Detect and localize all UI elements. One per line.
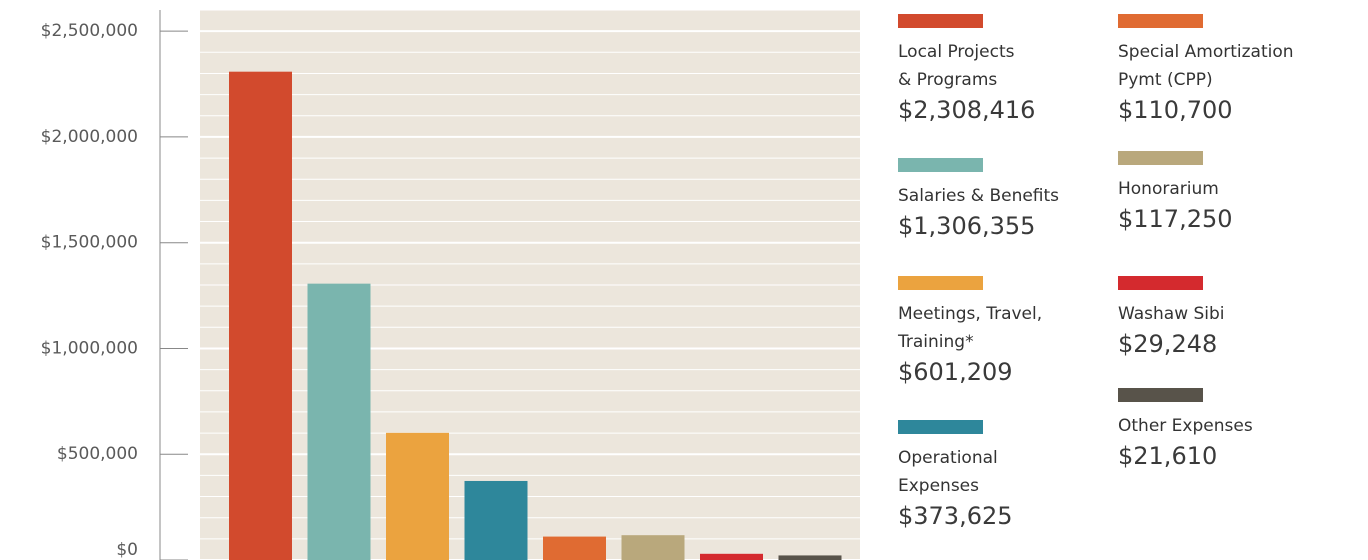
- legend-value: $2,308,416: [898, 96, 1036, 124]
- bar: [464, 480, 528, 560]
- legend-label: Local Projects & Programs: [898, 42, 1015, 90]
- y-tick-label: $2,500,000: [41, 21, 138, 41]
- y-tick-label: $1,500,000: [41, 233, 138, 253]
- legend-swatch: [898, 276, 983, 290]
- legend-entry: Honorarium $117,250: [1118, 151, 1338, 235]
- legend-label: Other Expenses: [1118, 416, 1253, 436]
- legend-entry: Special Amortization Pymt (CPP) $110,700: [1118, 14, 1338, 126]
- bar: [229, 71, 292, 560]
- legend-entry: Other Expenses $21,610: [1118, 388, 1338, 472]
- bar: [386, 432, 449, 560]
- legend-entry: Operational Expenses $373,625: [898, 420, 1118, 532]
- legend-label: Operational Expenses: [898, 448, 998, 496]
- legend-value: $117,250: [1118, 205, 1233, 233]
- legend-swatch: [1118, 276, 1203, 290]
- legend-entry: Salaries & Benefits $1,306,355: [898, 158, 1118, 242]
- legend-label: Salaries & Benefits: [898, 186, 1060, 206]
- legend-swatch: [1118, 14, 1203, 28]
- bar: [700, 553, 763, 560]
- bar: [307, 283, 371, 560]
- legend-label: Honorarium: [1118, 179, 1219, 199]
- legend-swatch: [898, 420, 983, 434]
- legend-swatch: [898, 158, 983, 172]
- legend-value: $1,306,355: [898, 212, 1036, 240]
- legend-value: $110,700: [1118, 96, 1233, 124]
- legend-swatch: [898, 14, 983, 28]
- legend-label: Meetings, Travel, Training*: [898, 304, 1043, 352]
- legend-value: $373,625: [898, 502, 1013, 530]
- legend-entry: Meetings, Travel, Training* $601,209: [898, 276, 1118, 388]
- y-tick-label: $2,000,000: [41, 127, 138, 147]
- legend-entry: Local Projects & Programs $2,308,416: [898, 14, 1118, 126]
- legend-entry: Washaw Sibi $29,248: [1118, 276, 1338, 360]
- y-tick-label: $0: [116, 540, 138, 560]
- legend-swatch: [1118, 388, 1203, 402]
- bar: [621, 535, 685, 560]
- bar: [543, 536, 606, 560]
- legend-label: Special Amortization Pymt (CPP): [1118, 42, 1294, 90]
- y-tick-label: $1,000,000: [41, 338, 138, 358]
- legend-value: $21,610: [1118, 442, 1218, 470]
- legend-value: $29,248: [1118, 330, 1218, 358]
- legend-swatch: [1118, 151, 1203, 165]
- y-tick-label: $500,000: [57, 444, 138, 464]
- legend-label: Washaw Sibi: [1118, 304, 1225, 324]
- bar: [778, 555, 842, 560]
- legend-value: $601,209: [898, 358, 1013, 386]
